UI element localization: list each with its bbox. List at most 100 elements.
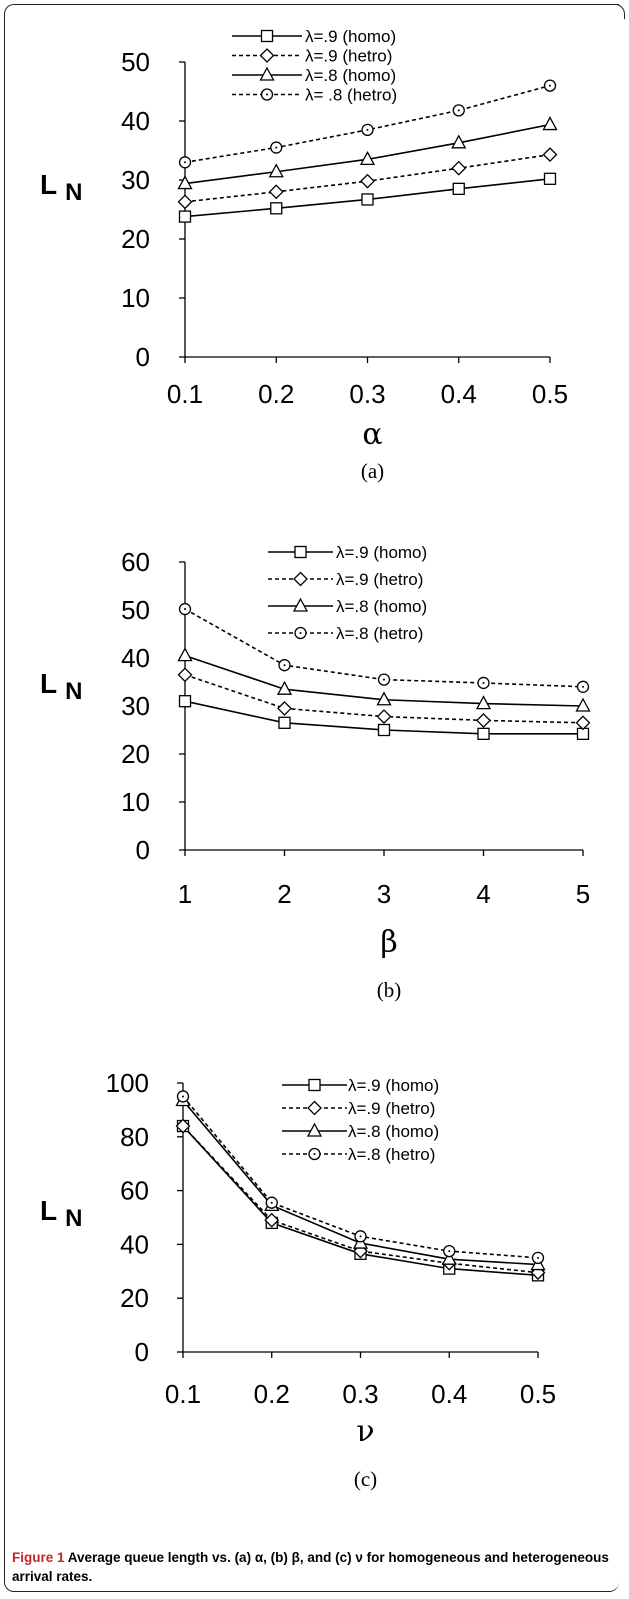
- legend-marker: [292, 597, 309, 612]
- data-point: [452, 182, 465, 196]
- data-point: [265, 1196, 278, 1209]
- legend-entry: λ= .8 (hetro): [232, 86, 397, 105]
- legend-label: λ=.8 (homo): [305, 66, 396, 85]
- data-point: [443, 1244, 456, 1258]
- legend-marker: [294, 626, 307, 640]
- legend-label: λ=.8 (hetro): [336, 624, 423, 643]
- data-point: [264, 1212, 280, 1228]
- figure-frame-corner: [610, 4, 625, 19]
- legend-label: λ=.8 (homo): [336, 597, 427, 616]
- legend-marker: [294, 545, 307, 559]
- legend-entry: λ=.8 (hetro): [268, 624, 423, 643]
- x-tick-label: 3: [377, 879, 391, 909]
- data-point: [177, 175, 193, 190]
- x-tick-label: 0.1: [167, 379, 203, 409]
- legend-entry: λ=.9 (homo): [268, 543, 427, 562]
- data-point: [543, 172, 557, 185]
- legend-label: λ= .8 (hetro): [305, 86, 397, 105]
- legend-label: λ=.8 (hetro): [348, 1145, 435, 1164]
- x-tick-label: 1: [178, 879, 192, 909]
- data-point: [278, 716, 291, 729]
- legend-label: λ=.9 (homo): [336, 543, 427, 562]
- x-axis-label: α: [362, 417, 382, 452]
- x-tick-label: 0.4: [431, 1379, 467, 1409]
- figure-caption: Figure 1 Average queue length vs. (a) α,…: [12, 1548, 612, 1586]
- x-tick-label: 0.4: [441, 379, 477, 409]
- series-3: [177, 116, 558, 190]
- series-2: [175, 1118, 546, 1281]
- data-point-dot: [182, 1095, 184, 1098]
- y-tick-label: 10: [121, 283, 150, 313]
- caption-label: Figure 1: [12, 1550, 65, 1565]
- y-tick-label: 30: [121, 691, 150, 721]
- x-tick-label: 2: [277, 879, 291, 909]
- series-1: [178, 695, 590, 740]
- panel-label: (b): [377, 978, 402, 1002]
- legend-entry: λ=.8 (homo): [282, 1122, 439, 1141]
- y-axis-label-sub: N: [65, 678, 82, 705]
- x-tick-label: 0.3: [342, 1379, 378, 1409]
- data-point-dot: [184, 608, 186, 611]
- legend-marker: [259, 48, 275, 63]
- legend-entry: λ=.8 (homo): [268, 597, 427, 616]
- data-point: [178, 602, 192, 616]
- data-point-dot: [184, 161, 186, 164]
- y-tick-label: 60: [121, 547, 150, 577]
- legend-label: λ=.9 (homo): [305, 27, 396, 46]
- y-axis-label-sub: N: [65, 179, 82, 206]
- x-tick-label: 0.5: [520, 1379, 556, 1409]
- y-tick-label: 40: [121, 106, 150, 136]
- data-point: [176, 1090, 190, 1103]
- data-point-dot: [457, 109, 460, 112]
- data-point: [178, 695, 192, 708]
- series-3: [175, 1092, 546, 1271]
- data-point: [543, 79, 557, 92]
- y-axis-label-sub: N: [65, 1205, 82, 1232]
- x-tick-label: 0.5: [532, 379, 568, 409]
- y-tick-label: 40: [120, 1229, 149, 1259]
- legend-marker: [308, 1078, 321, 1092]
- data-point: [477, 676, 490, 690]
- x-tick-label: 0.1: [165, 1379, 201, 1409]
- data-point: [376, 691, 392, 706]
- series-4: [178, 79, 557, 169]
- data-point-dot: [383, 678, 385, 681]
- data-point: [377, 673, 391, 686]
- data-point: [476, 712, 491, 728]
- data-point: [276, 680, 293, 695]
- data-point: [361, 193, 374, 206]
- y-tick-label: 0: [136, 342, 150, 372]
- series-line: [182, 1125, 539, 1274]
- y-tick-label: 50: [121, 595, 150, 625]
- legend-entry: λ=.8 (hetro): [282, 1145, 435, 1164]
- data-point: [451, 160, 467, 176]
- legend-marker: [307, 1100, 322, 1116]
- figure-frame: [4, 4, 619, 1592]
- data-point: [177, 194, 193, 210]
- legend-marker: [259, 66, 275, 81]
- y-tick-label: 0: [136, 835, 150, 865]
- legend-entry: λ=.9 (homo): [282, 1076, 439, 1095]
- legend-marker: [260, 29, 274, 43]
- x-tick-label: 0.2: [254, 1379, 290, 1409]
- legend-marker: [306, 1122, 323, 1137]
- data-point: [268, 184, 284, 200]
- data-point: [441, 1250, 457, 1265]
- legend-marker-dot: [313, 1153, 316, 1155]
- data-point: [531, 1251, 545, 1264]
- data-point: [270, 202, 283, 215]
- data-point: [354, 1230, 367, 1243]
- data-point: [278, 659, 291, 672]
- data-point-dot: [275, 146, 278, 149]
- data-point: [542, 147, 558, 163]
- legend-entry: λ=.9 (hetro): [268, 570, 423, 589]
- y-axis-label-main: L: [40, 1195, 57, 1226]
- y-tick-label: 50: [121, 47, 150, 77]
- data-point-dot: [270, 1201, 273, 1204]
- data-point: [576, 680, 590, 693]
- legend-label: λ=.8 (homo): [348, 1122, 439, 1141]
